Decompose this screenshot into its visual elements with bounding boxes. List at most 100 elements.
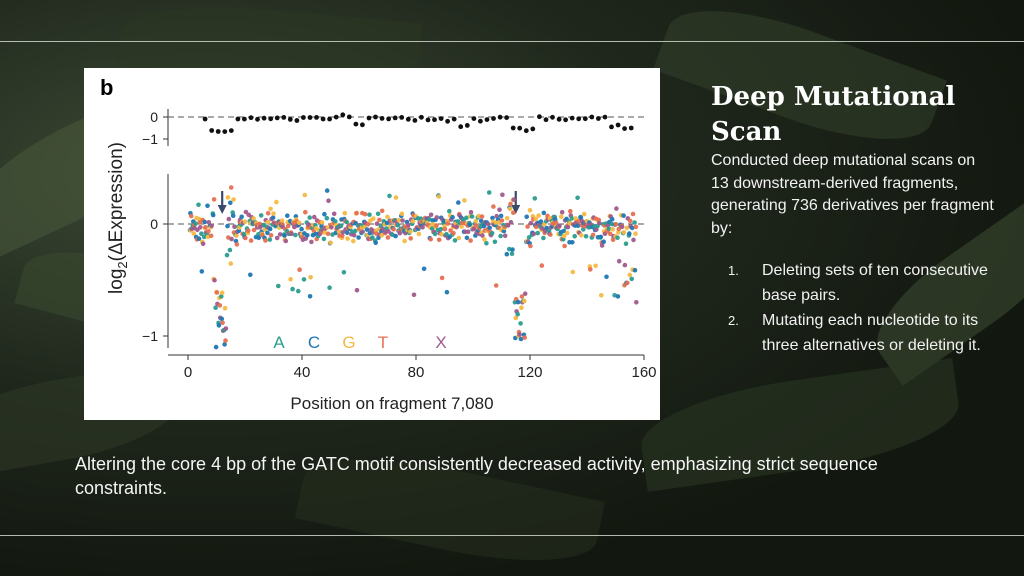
data-point: [303, 209, 308, 215]
data-point: [208, 233, 214, 239]
data-point: [213, 305, 218, 310]
data-point: [569, 115, 575, 121]
data-point: [490, 215, 495, 221]
data-point: [491, 116, 496, 121]
data-point: [370, 235, 375, 240]
data-point: [593, 263, 598, 269]
data-point: [331, 211, 337, 217]
data-point: [282, 233, 287, 238]
data-point: [581, 211, 587, 217]
data-point: [333, 219, 338, 224]
data-point: [301, 115, 306, 120]
data-point: [609, 124, 614, 130]
step-number: 1.: [728, 263, 739, 278]
data-point: [614, 206, 619, 211]
data-point: [314, 115, 319, 120]
data-point: [346, 114, 352, 120]
data-point: [425, 117, 431, 123]
data-point: [485, 221, 491, 227]
data-point: [633, 231, 638, 236]
data-point: [251, 216, 256, 221]
data-point: [345, 236, 350, 241]
data-point: [312, 214, 317, 220]
data-point: [285, 223, 291, 229]
data-point: [243, 235, 248, 241]
data-point: [570, 269, 576, 275]
bottom-rule: [0, 535, 1024, 536]
data-point: [373, 240, 379, 246]
data-point: [504, 215, 510, 221]
data-point: [468, 238, 473, 243]
data-point: [411, 292, 417, 298]
data-point: [307, 115, 313, 120]
data-point: [504, 115, 509, 120]
data-point: [528, 243, 533, 249]
data-point: [432, 117, 437, 123]
data-point: [226, 216, 232, 222]
data-point: [234, 233, 239, 238]
data-point: [327, 285, 332, 290]
data-point: [373, 114, 378, 120]
data-point: [564, 230, 570, 236]
data-point: [610, 237, 616, 243]
data-point: [307, 215, 312, 220]
data-point: [613, 222, 619, 227]
data-point: [523, 128, 529, 134]
data-point: [598, 234, 604, 240]
data-point: [532, 196, 538, 201]
data-point: [497, 207, 502, 212]
data-point: [320, 116, 326, 122]
data-point: [456, 235, 462, 241]
data-point: [537, 114, 542, 120]
data-point: [261, 115, 267, 121]
data-point: [444, 289, 450, 295]
data-point: [224, 252, 230, 258]
data-point: [209, 128, 215, 133]
data-point: [624, 225, 630, 231]
data-point: [575, 223, 581, 228]
data-point: [631, 237, 636, 243]
data-point: [225, 195, 231, 200]
data-point: [220, 320, 225, 326]
data-point: [395, 222, 401, 228]
data-point: [462, 198, 467, 203]
data-point: [222, 305, 228, 311]
data-point: [196, 236, 202, 241]
data-point: [271, 211, 276, 216]
y-axis-label: log2(ΔExpression): [106, 142, 130, 294]
data-point: [268, 233, 274, 238]
data-point: [499, 218, 505, 223]
data-point: [632, 267, 638, 273]
data-point: [484, 241, 489, 246]
data-point: [228, 200, 233, 206]
data-point: [203, 225, 208, 230]
data-point: [365, 222, 371, 227]
data-point: [481, 223, 487, 229]
data-point: [344, 230, 350, 235]
data-point: [263, 238, 268, 243]
data-point: [297, 267, 302, 272]
data-point: [568, 208, 573, 214]
data-point: [548, 232, 553, 237]
legend-label: T: [378, 333, 388, 352]
data-point: [522, 298, 527, 304]
data-point: [439, 232, 444, 237]
data-point: [500, 192, 505, 198]
data-point: [615, 122, 621, 128]
data-point: [228, 128, 234, 133]
data-point: [287, 117, 293, 122]
data-point: [279, 218, 285, 223]
data-point: [294, 118, 300, 123]
data-point: [393, 195, 399, 200]
data-point: [243, 209, 249, 215]
data-point: [308, 275, 313, 280]
data-point: [360, 229, 366, 235]
data-point: [583, 234, 589, 239]
data-point: [232, 224, 237, 229]
data-point: [508, 219, 514, 225]
data-point: [354, 287, 360, 293]
data-point: [299, 226, 304, 232]
data-point: [360, 122, 365, 128]
data-point: [517, 332, 522, 337]
data-point: [632, 220, 637, 225]
